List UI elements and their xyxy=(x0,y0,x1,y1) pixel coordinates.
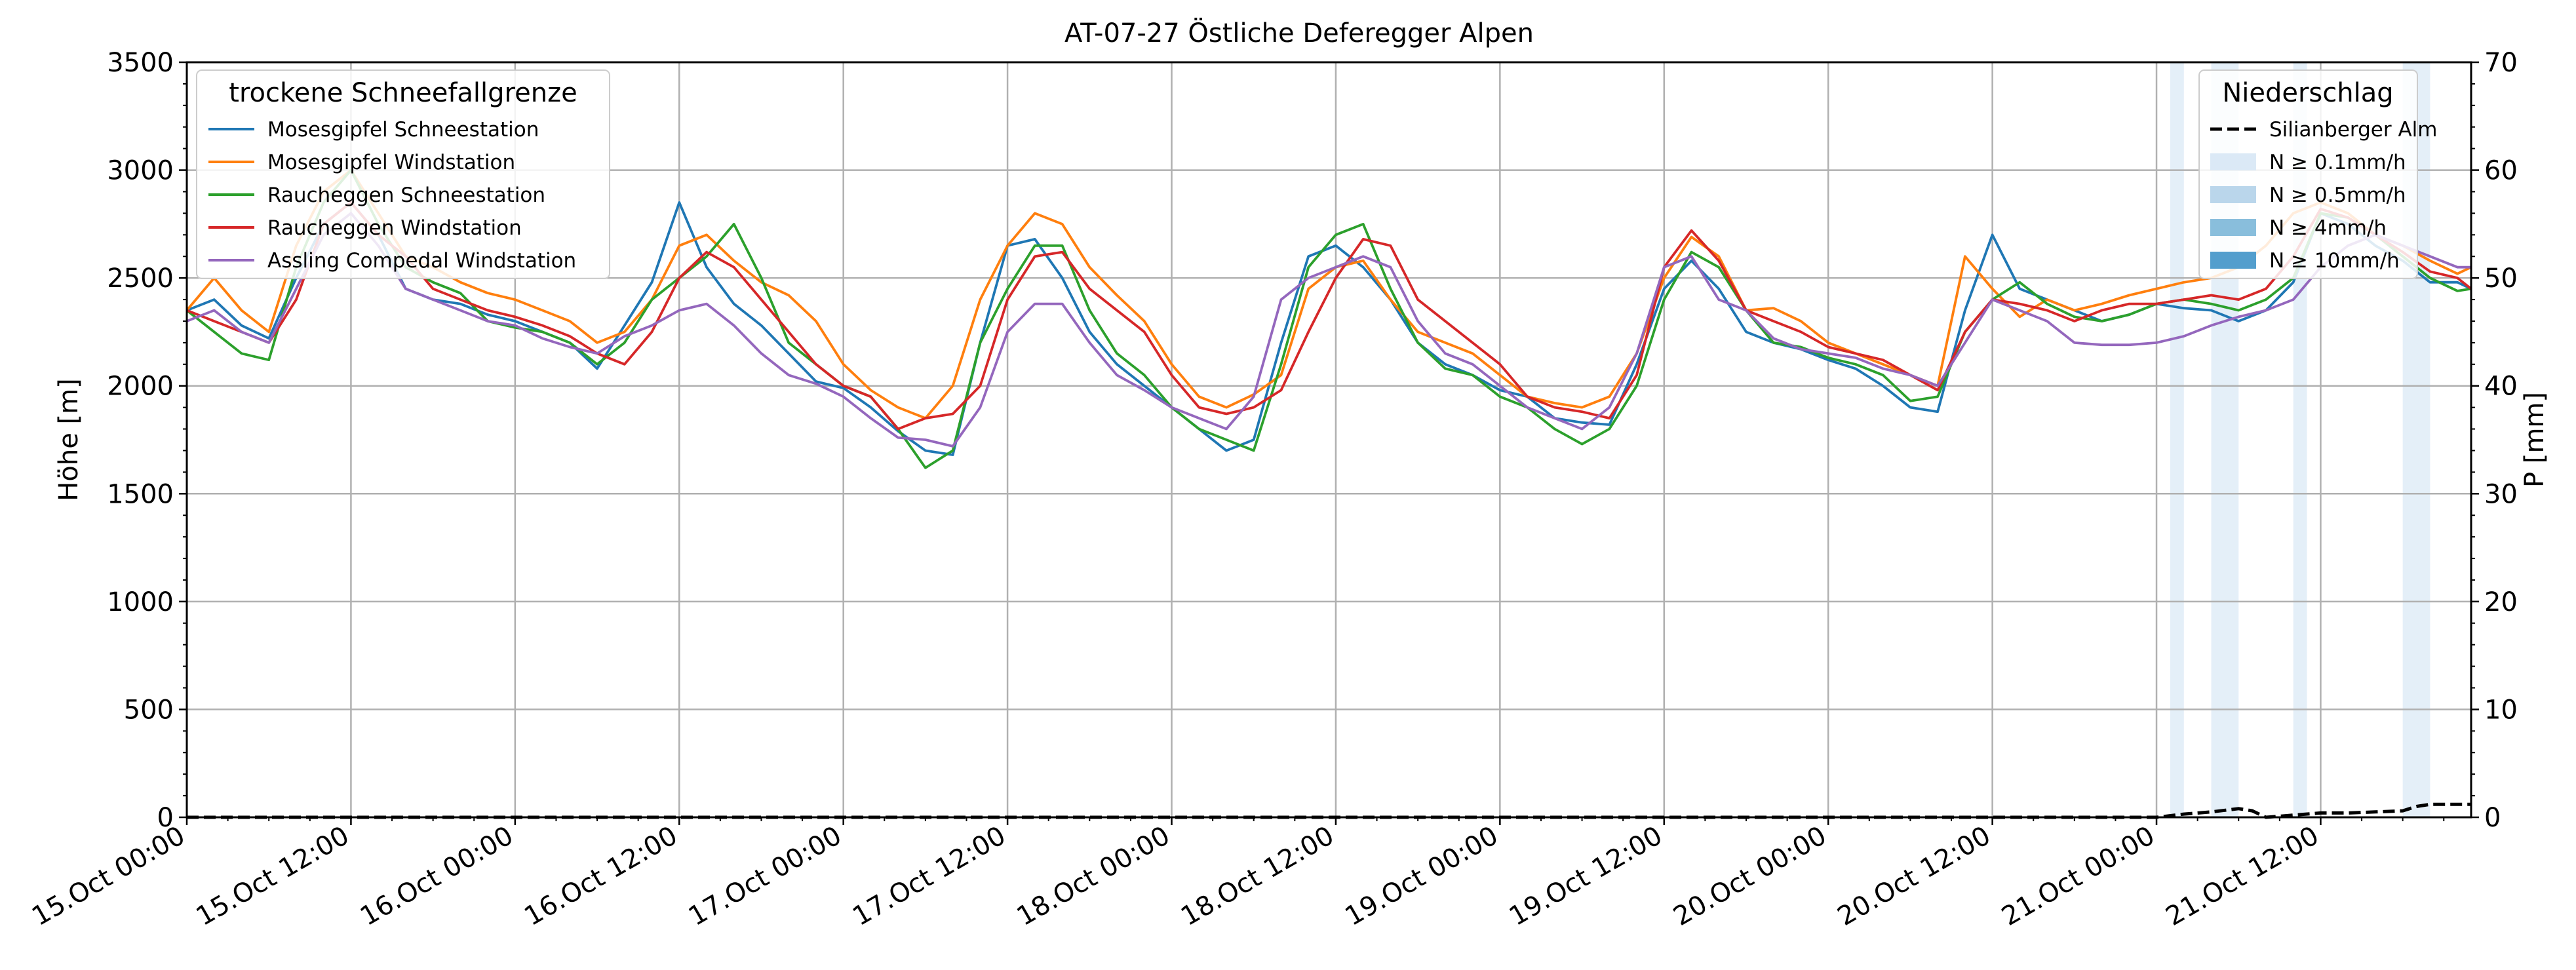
y2-tick-label-2: 20 xyxy=(2484,587,2518,617)
y2-tick-label-6: 60 xyxy=(2484,156,2518,186)
legend-label-n-0-5mm-h: N ≥ 0.5mm/h xyxy=(2269,184,2406,207)
legend-swatch-n-0-5mm-h xyxy=(2210,186,2256,203)
legend-label-silianberger-alm: Silianberger Alm xyxy=(2269,118,2437,142)
legend-precip-items: Silianberger Alm N ≥ 0.1mm/h N ≥ 0.5mm/h N … xyxy=(2210,118,2437,273)
legend-label-raucheggen-windstation: Raucheggen Windstation xyxy=(267,216,522,240)
legend-swatch-n-10mm-h xyxy=(2210,252,2256,269)
y-tick-label-0: 0 xyxy=(157,803,174,833)
y2-axis-label: P [mm] xyxy=(2520,392,2550,488)
legend-swatch-n-4mm-h xyxy=(2210,219,2256,236)
y2-tick-label-4: 40 xyxy=(2484,372,2518,402)
legend-label-n-0-1mm-h: N ≥ 0.1mm/h xyxy=(2269,151,2406,174)
series-line-raucheggen-windstation xyxy=(186,201,2472,431)
y-tick-label-4: 2000 xyxy=(107,372,174,402)
y2-tick-label-7: 70 xyxy=(2484,48,2518,78)
precip-line xyxy=(187,802,2471,819)
y2-tick-label-5: 50 xyxy=(2484,263,2518,294)
precip-band-0 xyxy=(2170,62,2184,817)
series-line-assling-compedal-windstation xyxy=(186,212,2471,448)
legend-label-raucheggen-schneestation: Raucheggen Schneestation xyxy=(267,184,545,207)
y-tick-label-5: 2500 xyxy=(107,263,174,294)
legend-label-n-4mm-h: N ≥ 4mm/h xyxy=(2269,216,2387,240)
legend-label-mosesgipfel-windstation: Mosesgipfel Windstation xyxy=(267,151,515,174)
y-axis-label: Höhe [m] xyxy=(54,378,84,501)
legend-snowline-title: trockene Schneefallgrenze xyxy=(229,78,577,108)
plot-frame xyxy=(185,61,2472,819)
series-lines xyxy=(185,168,2472,469)
legend-swatch-n-0-1mm-h xyxy=(2210,153,2256,170)
y-tick-label-1: 500 xyxy=(124,695,174,725)
y-axis-left: 0 500 1000 1500 2000 2500 3000 3500 xyxy=(107,48,187,833)
legend-precip-title: Niederschlag xyxy=(2222,78,2393,108)
legend-label-mosesgipfel-schneestation: Mosesgipfel Schneestation xyxy=(267,118,539,142)
y-tick-label-2: 1000 xyxy=(107,587,174,617)
y2-tick-label-1: 10 xyxy=(2484,695,2518,725)
legend-label-assling-compedal-windstation: Assling Compedal Windstation xyxy=(267,249,576,273)
legend-label-n-10mm-h: N ≥ 10mm/h xyxy=(2269,249,2400,273)
y-tick-label-6: 3000 xyxy=(107,156,174,186)
precip-line-silianberger-alm xyxy=(187,802,2471,819)
legend-snowline-items: Mosesgipfel Schneestation Mosesgipfel Win… xyxy=(208,118,576,273)
legend-snowline-box xyxy=(196,69,610,279)
y-axis-right: 0 10 20 30 40 50 60 70 xyxy=(2471,48,2518,833)
series-line-raucheggen-schneestation xyxy=(185,168,2472,469)
y-tick-label-3: 1500 xyxy=(107,479,174,509)
y-tick-label-7: 3500 xyxy=(107,48,174,78)
legend-snowline: trockene Schneefallgrenze Mosesgipfel Sc… xyxy=(196,69,610,279)
chart-title: AT-07-27 Östliche Deferegger Alpen xyxy=(1064,17,1534,48)
legend-precip: Niederschlag Silianberger Alm N ≥ 0.1mm/h… xyxy=(2198,69,2437,279)
y2-tick-label-0: 0 xyxy=(2484,803,2501,833)
y2-tick-label-3: 30 xyxy=(2484,479,2518,509)
